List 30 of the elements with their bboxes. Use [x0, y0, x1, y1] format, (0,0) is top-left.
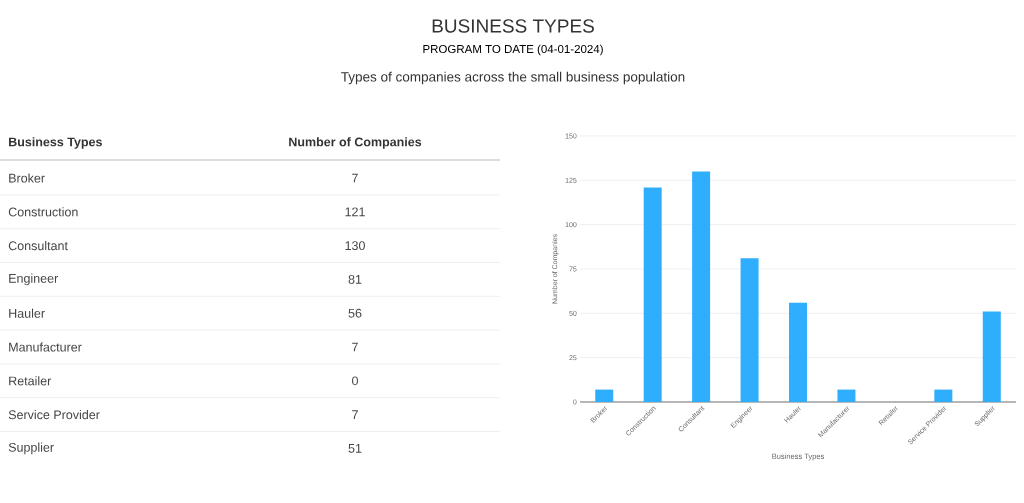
data-label: 56: [348, 308, 362, 318]
category-label: Hauler: [9, 308, 45, 318]
bar: [934, 389, 953, 402]
data-label: 7: [352, 342, 358, 352]
bar: [643, 187, 662, 402]
bar: [982, 311, 1001, 402]
data-label: 0: [352, 376, 358, 386]
category-label: Broker: [9, 173, 45, 183]
bar: [789, 302, 808, 402]
text: BUSINESS TYPES: [432, 19, 594, 33]
bar: [692, 171, 711, 402]
category-label: Engineer: [9, 273, 59, 286]
category-label: Manufacturer: [9, 342, 82, 352]
category-label: Retailer: [9, 376, 52, 386]
category-label: Supplier: [8, 442, 54, 455]
data-label: 81: [348, 274, 362, 284]
data-label: 7: [352, 410, 358, 419]
bar: [740, 258, 759, 402]
category-label: Consultant: [8, 241, 68, 251]
text: Types of companies across the small business population: [341, 71, 685, 85]
data-label: 130: [345, 241, 365, 251]
bar: [595, 389, 614, 402]
bar: [837, 389, 856, 402]
data-label: 7: [352, 173, 358, 183]
text: Business Types: [9, 137, 102, 149]
text: PROGRAM TO DATE (04-01-2024): [423, 44, 603, 56]
text: Number of Companies: [289, 137, 422, 149]
data-label: 121: [345, 207, 365, 217]
category-label: Construction: [8, 207, 78, 217]
data-label: 51: [348, 444, 362, 453]
